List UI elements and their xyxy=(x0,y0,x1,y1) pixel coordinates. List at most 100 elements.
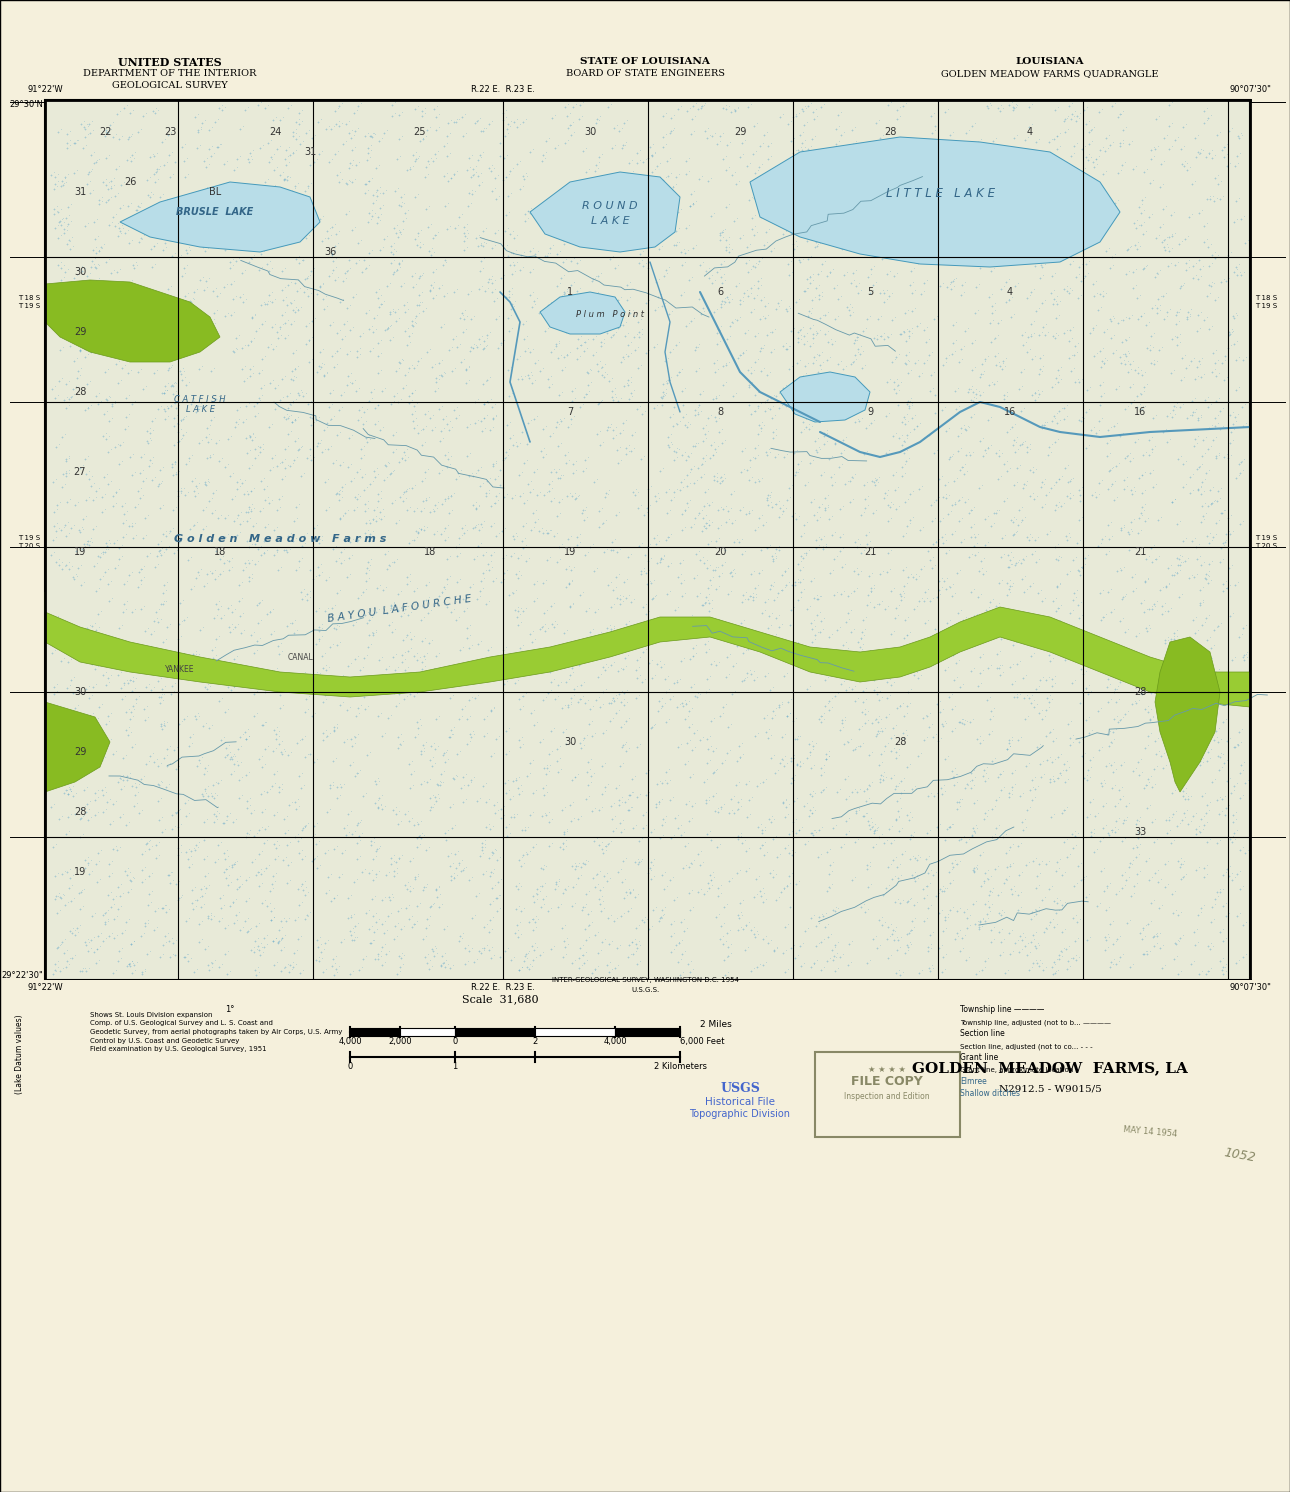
Point xyxy=(106,885,126,909)
Point xyxy=(801,801,822,825)
Point xyxy=(335,172,356,195)
Point xyxy=(266,927,286,950)
Point xyxy=(1041,127,1062,151)
Point xyxy=(1029,358,1050,382)
Point xyxy=(809,534,829,558)
Point xyxy=(894,489,915,513)
Point xyxy=(1213,548,1233,571)
Point xyxy=(788,504,809,528)
Point xyxy=(286,525,307,549)
Point xyxy=(912,958,933,982)
Point xyxy=(451,927,472,950)
Point xyxy=(739,768,760,792)
Point xyxy=(689,167,710,191)
Point xyxy=(547,434,568,458)
Point xyxy=(597,773,618,797)
Point xyxy=(195,239,215,263)
Point xyxy=(766,492,787,516)
Point xyxy=(1109,688,1130,712)
Point xyxy=(144,234,165,258)
Point xyxy=(974,349,995,373)
Point xyxy=(817,421,837,445)
Point xyxy=(85,257,106,280)
Point xyxy=(765,445,786,468)
Point xyxy=(1015,330,1036,354)
Point xyxy=(491,519,512,543)
Point xyxy=(1134,600,1155,624)
Point xyxy=(982,825,1002,849)
Point xyxy=(1127,230,1148,254)
Point xyxy=(671,625,691,649)
Point xyxy=(148,830,169,853)
Point xyxy=(1063,946,1084,970)
Point xyxy=(1205,892,1226,916)
Point xyxy=(350,485,370,509)
Point xyxy=(239,551,259,574)
Point xyxy=(608,388,628,412)
Point xyxy=(1053,395,1073,419)
Point xyxy=(512,367,533,391)
Point xyxy=(1196,801,1216,825)
Point xyxy=(522,257,543,280)
Point xyxy=(292,727,312,750)
Point xyxy=(615,442,636,466)
Point xyxy=(1139,204,1160,228)
Point xyxy=(900,646,921,670)
Point xyxy=(57,122,77,146)
Point xyxy=(459,574,480,598)
Point xyxy=(528,239,548,263)
Point xyxy=(76,616,97,640)
Point xyxy=(1059,953,1080,977)
Point xyxy=(897,889,917,913)
Point xyxy=(615,731,636,755)
Point xyxy=(670,667,690,691)
Point xyxy=(344,119,365,143)
Point xyxy=(1086,146,1107,170)
Point xyxy=(604,116,624,140)
Point xyxy=(1127,809,1148,833)
Point xyxy=(76,753,97,777)
Point xyxy=(239,568,259,592)
Point xyxy=(382,645,402,668)
Point xyxy=(200,907,221,931)
Point xyxy=(150,539,170,562)
Point xyxy=(1166,618,1187,642)
Point xyxy=(132,962,152,986)
Point xyxy=(1040,770,1060,794)
Point xyxy=(885,304,906,328)
Point xyxy=(393,216,414,240)
Point xyxy=(858,709,878,733)
Point xyxy=(1007,898,1028,922)
Point xyxy=(1147,827,1167,850)
Point xyxy=(128,791,148,815)
Point xyxy=(310,276,330,300)
Point xyxy=(1170,679,1191,703)
Point xyxy=(254,530,275,554)
Point xyxy=(306,810,326,834)
Point xyxy=(1103,342,1124,366)
Point xyxy=(1213,139,1233,163)
Point xyxy=(702,597,722,621)
Point xyxy=(744,925,765,949)
Point xyxy=(362,125,383,149)
Point xyxy=(804,488,824,512)
Point xyxy=(506,577,526,601)
Point xyxy=(310,925,330,949)
Point xyxy=(148,474,169,498)
Point xyxy=(208,847,228,871)
Point xyxy=(947,640,968,664)
Point xyxy=(98,143,119,167)
Point xyxy=(400,776,421,800)
Point xyxy=(877,477,898,501)
Point xyxy=(236,889,257,913)
Point xyxy=(864,819,885,843)
Point xyxy=(1188,364,1209,388)
Point xyxy=(302,309,322,333)
Point xyxy=(947,852,968,876)
Point xyxy=(365,771,386,795)
Point xyxy=(1135,616,1156,640)
Point xyxy=(559,116,579,140)
Point xyxy=(1010,831,1031,855)
Point xyxy=(907,207,928,231)
Point xyxy=(1047,610,1068,634)
